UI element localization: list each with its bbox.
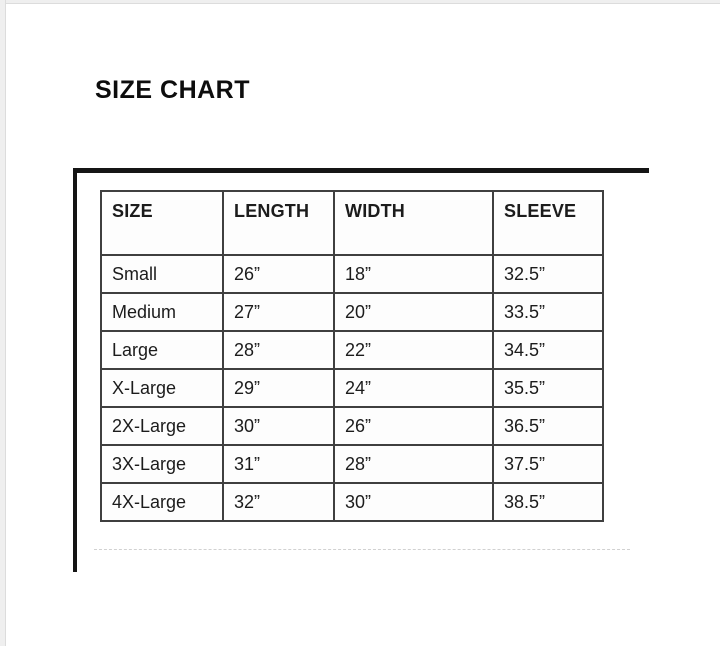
size-cell: 2X-Large bbox=[100, 406, 224, 446]
width-cell: 20” bbox=[333, 292, 494, 332]
table-row: X-Large 29” 24” 35.5” bbox=[100, 368, 604, 408]
table-row: 3X-Large 31” 28” 37.5” bbox=[100, 444, 604, 484]
length-cell: 27” bbox=[222, 292, 335, 332]
length-cell: 26” bbox=[222, 254, 335, 294]
length-cell: 30” bbox=[222, 406, 335, 446]
length-cell: 29” bbox=[222, 368, 335, 408]
size-cell: X-Large bbox=[100, 368, 224, 408]
page-edge-top bbox=[0, 0, 720, 4]
sleeve-cell: 32.5” bbox=[492, 254, 604, 294]
size-cell: 3X-Large bbox=[100, 444, 224, 484]
width-cell: 26” bbox=[333, 406, 494, 446]
size-cell: Small bbox=[100, 254, 224, 294]
page-edge-left bbox=[0, 0, 6, 646]
table-header-row: SIZE LENGTH WIDTH SLEEVE bbox=[100, 190, 604, 256]
sleeve-cell: 35.5” bbox=[492, 368, 604, 408]
width-cell: 22” bbox=[333, 330, 494, 370]
sleeve-cell: 33.5” bbox=[492, 292, 604, 332]
size-cell: Large bbox=[100, 330, 224, 370]
length-cell: 28” bbox=[222, 330, 335, 370]
page-title: SIZE CHART bbox=[95, 76, 250, 104]
size-cell: Medium bbox=[100, 292, 224, 332]
column-header-sleeve: SLEEVE bbox=[492, 190, 604, 256]
size-cell: 4X-Large bbox=[100, 482, 224, 522]
decorative-frame-left-bar bbox=[73, 168, 77, 572]
sleeve-cell: 36.5” bbox=[492, 406, 604, 446]
column-header-width: WIDTH bbox=[333, 190, 494, 256]
column-header-length: LENGTH bbox=[222, 190, 335, 256]
sleeve-cell: 37.5” bbox=[492, 444, 604, 484]
length-cell: 32” bbox=[222, 482, 335, 522]
size-chart-table: SIZE LENGTH WIDTH SLEEVE Small 26” 18” 3… bbox=[100, 190, 604, 522]
width-cell: 28” bbox=[333, 444, 494, 484]
table-row: Small 26” 18” 32.5” bbox=[100, 254, 604, 294]
column-header-size: SIZE bbox=[100, 190, 224, 256]
width-cell: 30” bbox=[333, 482, 494, 522]
width-cell: 24” bbox=[333, 368, 494, 408]
length-cell: 31” bbox=[222, 444, 335, 484]
table-row: 2X-Large 30” 26” 36.5” bbox=[100, 406, 604, 446]
sleeve-cell: 34.5” bbox=[492, 330, 604, 370]
table-shadow-line bbox=[94, 549, 630, 550]
width-cell: 18” bbox=[333, 254, 494, 294]
table-row: 4X-Large 32” 30” 38.5” bbox=[100, 482, 604, 522]
sleeve-cell: 38.5” bbox=[492, 482, 604, 522]
table-row: Large 28” 22” 34.5” bbox=[100, 330, 604, 370]
table-row: Medium 27” 20” 33.5” bbox=[100, 292, 604, 332]
decorative-frame-top-bar bbox=[73, 168, 649, 173]
